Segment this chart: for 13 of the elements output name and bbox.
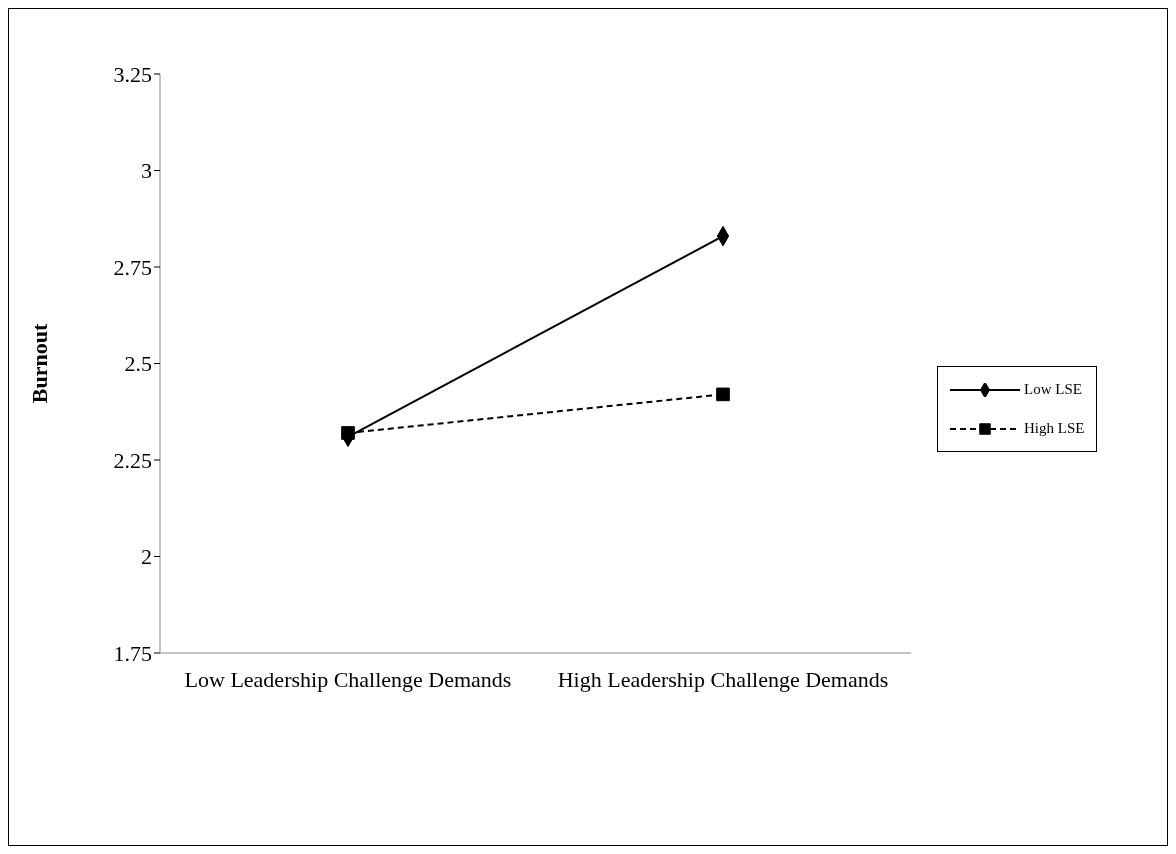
y-tick-label: 2.75	[113, 254, 152, 280]
y-tick-label: 3.25	[113, 61, 152, 87]
legend-label: High LSE	[1024, 420, 1085, 437]
point	[716, 387, 730, 402]
legend-label: Low LSE	[1024, 381, 1082, 398]
x-tick-label: High Leadership Challenge Demands	[557, 666, 889, 692]
y-tick-label: 2.25	[113, 447, 152, 473]
y-axis-title: Burnout	[26, 323, 52, 404]
y-tick-label: 3	[141, 158, 152, 184]
x-tick-label: Low Leadership Challenge Demands	[184, 666, 512, 692]
y-tick-label: 2	[141, 544, 152, 570]
y-tick-label: 1.75	[113, 640, 152, 666]
y-tick-label: 2.5	[124, 351, 152, 377]
